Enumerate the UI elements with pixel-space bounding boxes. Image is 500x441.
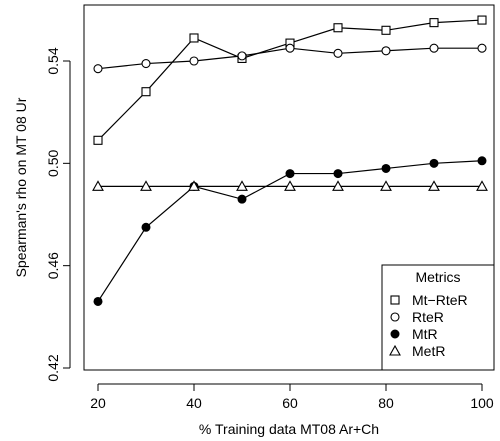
legend-item: MtR xyxy=(390,326,438,342)
data-point xyxy=(429,18,439,28)
legend-item: MetR xyxy=(389,343,445,359)
x-tick-label: 20 xyxy=(90,395,106,411)
data-point xyxy=(141,222,151,232)
legend-title: Metrics xyxy=(415,269,460,285)
legend-marker xyxy=(390,329,400,339)
legend-marker xyxy=(389,344,401,356)
data-point xyxy=(332,180,344,191)
data-point xyxy=(381,46,391,56)
data-point xyxy=(285,169,295,179)
data-point xyxy=(333,23,343,33)
series-3 xyxy=(92,180,488,191)
y-axis: 0.42 0.46 0.50 0.54 xyxy=(45,47,71,382)
data-point xyxy=(285,43,295,53)
legend-label: Mt−RteR xyxy=(412,292,468,308)
legend-marker xyxy=(390,295,400,305)
series-line xyxy=(97,19,483,141)
data-point xyxy=(140,180,152,191)
data-point xyxy=(237,194,247,204)
legend-marker xyxy=(390,312,400,322)
data-point xyxy=(429,43,439,53)
data-point xyxy=(189,33,199,43)
legend-box xyxy=(381,264,495,371)
data-point xyxy=(381,163,391,173)
y-tick-label: 0.50 xyxy=(45,149,61,176)
data-point xyxy=(93,135,103,145)
plot-area-box xyxy=(83,4,495,371)
data-point xyxy=(428,180,440,191)
data-point xyxy=(333,48,343,58)
legend-item: RteR xyxy=(390,309,444,325)
y-axis-title: Spearman's rho on MT 08 Ur xyxy=(13,97,29,277)
x-axis-title: % Training data MT08 Ar+Ch xyxy=(199,421,379,437)
data-point xyxy=(333,169,343,179)
data-point xyxy=(237,51,247,61)
data-point xyxy=(92,180,104,191)
data-point xyxy=(284,180,296,191)
data-point xyxy=(141,87,151,97)
data-point xyxy=(476,180,488,191)
legend-item: Mt−RteR xyxy=(390,292,468,308)
data-point xyxy=(236,180,248,191)
series-0 xyxy=(93,15,487,145)
data-point xyxy=(477,43,487,53)
y-tick-label: 0.42 xyxy=(45,354,61,381)
series-1 xyxy=(93,43,487,74)
x-tick-label: 80 xyxy=(378,395,394,411)
legend-label: MtR xyxy=(412,326,438,342)
legend-label: RteR xyxy=(412,309,444,325)
series-layer xyxy=(92,15,488,306)
x-tick-label: 40 xyxy=(186,395,202,411)
data-point xyxy=(380,180,392,191)
data-point xyxy=(477,156,487,166)
data-point xyxy=(188,180,200,191)
legend-label: MetR xyxy=(412,343,445,359)
data-point xyxy=(477,15,487,25)
x-axis: 20 40 60 80 100 xyxy=(90,383,494,411)
data-point xyxy=(189,56,199,66)
data-point xyxy=(429,158,439,168)
x-tick-label: 60 xyxy=(282,395,298,411)
data-point xyxy=(141,59,151,69)
y-tick-label: 0.46 xyxy=(45,252,61,279)
data-point xyxy=(381,25,391,35)
data-point xyxy=(93,64,103,74)
y-tick-label: 0.54 xyxy=(45,47,61,74)
data-point xyxy=(93,296,103,306)
x-tick-label: 100 xyxy=(470,395,494,411)
